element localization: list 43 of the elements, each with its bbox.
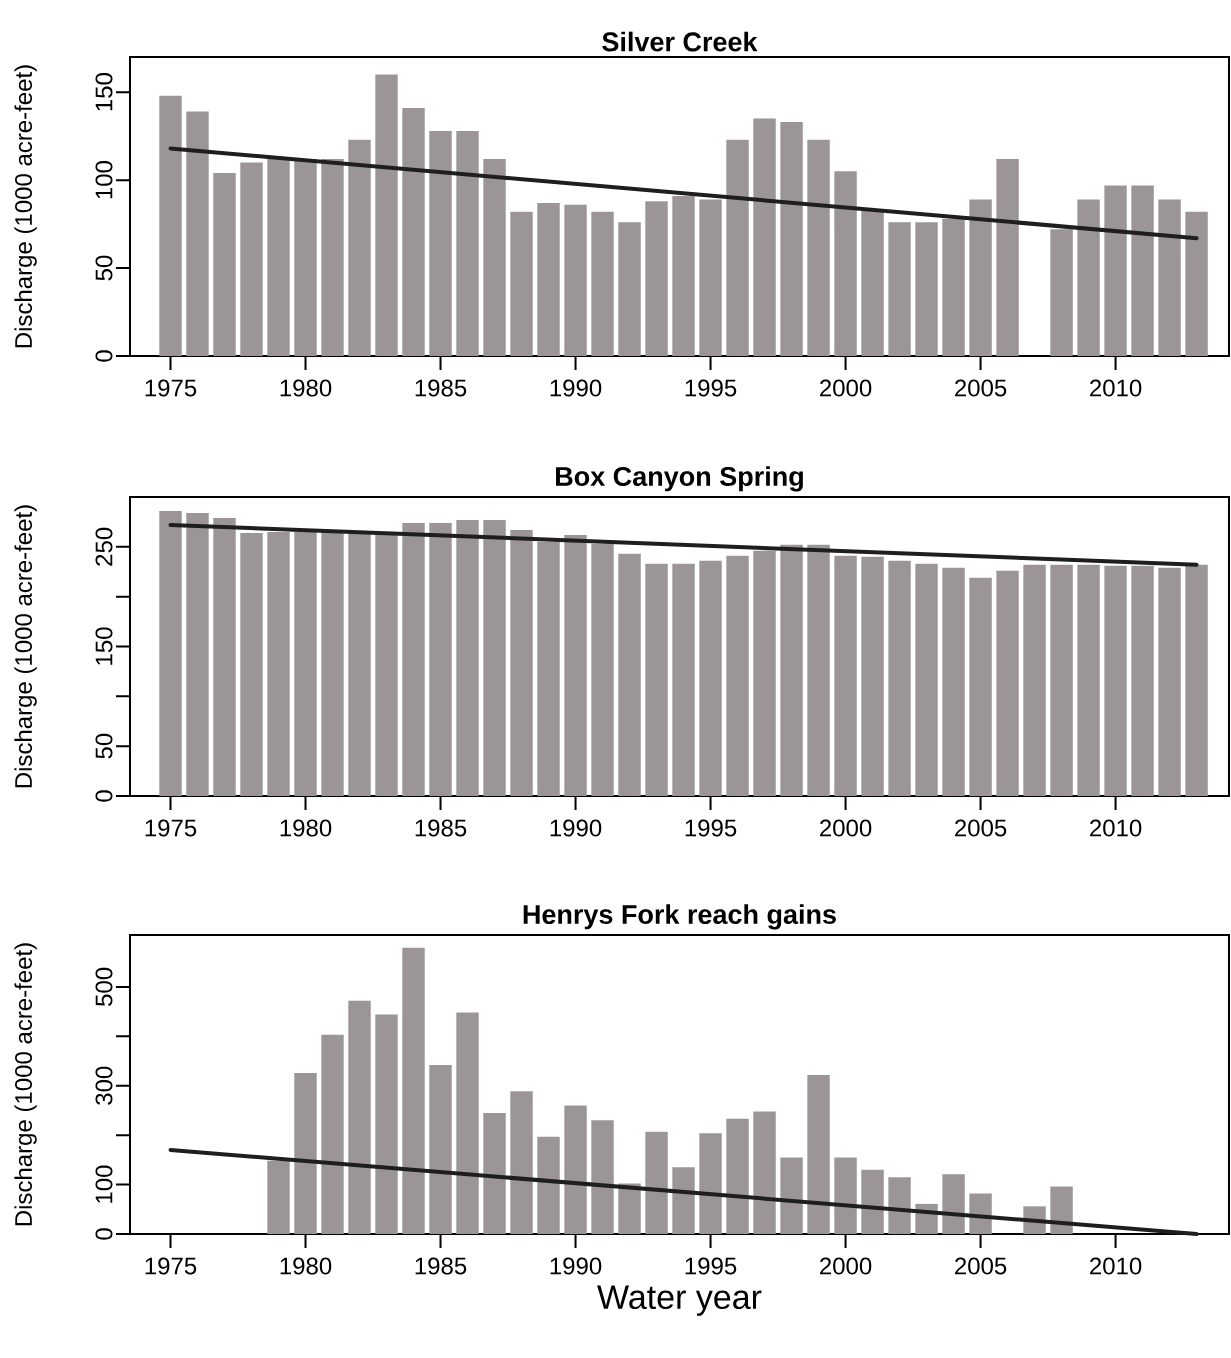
x-tick-label: 1975 — [145, 1257, 197, 1275]
y-tick-label: 250 — [95, 527, 113, 566]
y-tick-label: 100 — [95, 1165, 113, 1203]
x-tick-label: 2000 — [820, 819, 872, 837]
y-tick-label: 0 — [95, 350, 113, 362]
chart-title: Silver Creek — [602, 31, 758, 52]
y-axis-title: Discharge (1000 acre-feet) — [14, 505, 37, 788]
y-tick-label: 150 — [95, 627, 113, 665]
x-tick-label: 1980 — [280, 819, 332, 837]
x-axis-title: Water year — [597, 1285, 762, 1316]
x-tick-label: 2000 — [820, 1257, 872, 1275]
y-tick-label: 150 — [95, 73, 113, 111]
x-tick-label: 2005 — [955, 379, 1007, 397]
x-tick-label: 1975 — [145, 819, 197, 837]
x-tick-label: 1985 — [415, 819, 467, 837]
y-tick-label: 0 — [95, 1228, 113, 1240]
y-tick-label: 50 — [95, 733, 113, 759]
x-tick-label: 1985 — [415, 1257, 467, 1275]
x-tick-label: 1985 — [415, 379, 467, 397]
x-tick-label: 2005 — [955, 1257, 1007, 1275]
x-tick-label: 1980 — [280, 1257, 332, 1275]
y-tick-label: 50 — [95, 255, 113, 281]
x-tick-label: 1995 — [685, 379, 737, 397]
x-tick-label: 2010 — [1090, 379, 1142, 397]
x-tick-label: 1975 — [145, 379, 197, 397]
y-tick-label: 100 — [95, 161, 113, 199]
chart-title: Henrys Fork reach gains — [523, 904, 836, 930]
x-tick-label: 1990 — [550, 819, 602, 837]
y-axis-title: Discharge (1000 acre-feet) — [14, 943, 37, 1226]
x-tick-label: 1995 — [685, 819, 737, 837]
x-tick-label: 1990 — [550, 1257, 602, 1275]
x-tick-label: 1980 — [280, 379, 332, 397]
x-tick-label: 1995 — [685, 1257, 737, 1275]
x-tick-label: 2010 — [1090, 819, 1142, 837]
x-tick-label: 2010 — [1090, 1257, 1142, 1275]
y-axis-title: Discharge (1000 acre-feet) — [14, 65, 37, 348]
y-tick-label: 300 — [95, 1066, 113, 1105]
y-tick-label: 500 — [95, 967, 113, 1006]
y-tick-label: 0 — [95, 790, 113, 802]
x-tick-label: 2005 — [955, 819, 1007, 837]
chart-title: Box Canyon Spring — [556, 466, 803, 492]
x-tick-label: 2000 — [820, 379, 872, 397]
x-tick-label: 1990 — [550, 379, 602, 397]
